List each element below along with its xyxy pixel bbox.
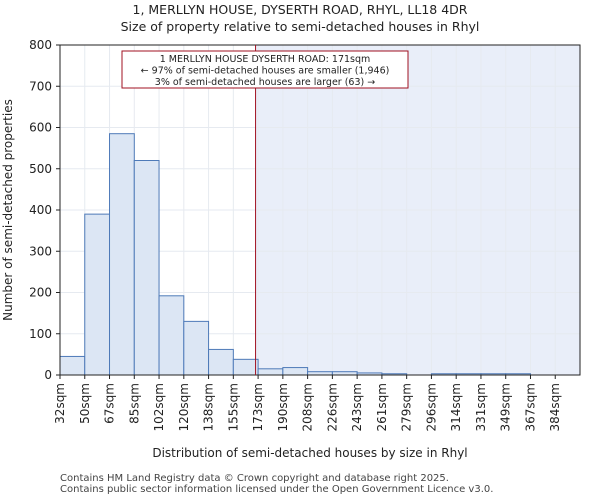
x-tick-label: 120sqm [177,383,191,431]
x-tick-label: 367sqm [523,383,537,431]
bar-50sqm [84,213,111,376]
x-tick-label: 138sqm [202,383,216,431]
y-tick-label: 600 [29,121,52,135]
x-tick-label: 85sqm [127,383,141,424]
x-tick-label: 50sqm [78,383,92,424]
y-tick-label: 500 [29,162,52,176]
y-tick-label: 800 [29,38,52,52]
chart-title: 1, MERLLYN HOUSE, DYSERTH ROAD, RHYL, LL… [132,2,468,17]
x-tick-label: 296sqm [424,383,438,431]
x-tick-label: 349sqm [499,383,513,431]
annotation-line: 3% of semi-detached houses are larger (6… [155,77,375,88]
y-tick-label: 700 [29,79,52,93]
x-tick-label: 208sqm [301,383,315,431]
x-tick-label: 155sqm [226,383,240,431]
x-tick-label: 279sqm [400,383,414,431]
x-tick-label: 314sqm [449,383,463,431]
chart-subtitle: Size of property relative to semi-detach… [120,19,480,34]
annotation-line: 1 MERLLYN HOUSE DYSERTH ROAD: 171sqm [160,54,371,65]
x-tick-label: 190sqm [276,383,290,431]
bar-173sqm [257,368,284,376]
x-tick-label: 226sqm [325,383,339,431]
y-axis-label: Number of semi-detached properties [1,99,15,321]
x-tick-label: 261sqm [375,383,389,431]
bar-32sqm [59,355,86,376]
x-tick-label: 243sqm [350,383,364,431]
x-tick-label: 173sqm [251,383,265,431]
bar-85sqm [133,160,160,376]
bar-120sqm [183,320,210,376]
footer-line-2: Contains public sector information licen… [60,484,494,495]
x-tick-label: 32sqm [53,383,67,424]
bar-190sqm [282,367,309,376]
x-tick-label: 331sqm [474,383,488,431]
x-tick-label: 384sqm [548,383,562,431]
y-tick-label: 100 [29,327,52,341]
bar-67sqm [109,133,135,376]
bar-102sqm [158,295,185,376]
y-tick-label: 400 [29,203,52,217]
bar-138sqm [208,348,234,376]
footer-line-1: Contains HM Land Registry data © Crown c… [60,473,449,484]
x-tick-label: 102sqm [152,383,166,431]
annotation-box [121,50,409,89]
y-tick-label: 200 [29,286,52,300]
annotation-line: ← 97% of semi-detached houses are smalle… [141,66,390,77]
bar-155sqm [232,358,259,376]
y-tick-label: 0 [44,368,52,382]
x-tick-label: 67sqm [103,383,117,424]
y-tick-label: 300 [29,244,52,258]
x-axis-label: Distribution of semi-detached houses by … [152,446,467,460]
